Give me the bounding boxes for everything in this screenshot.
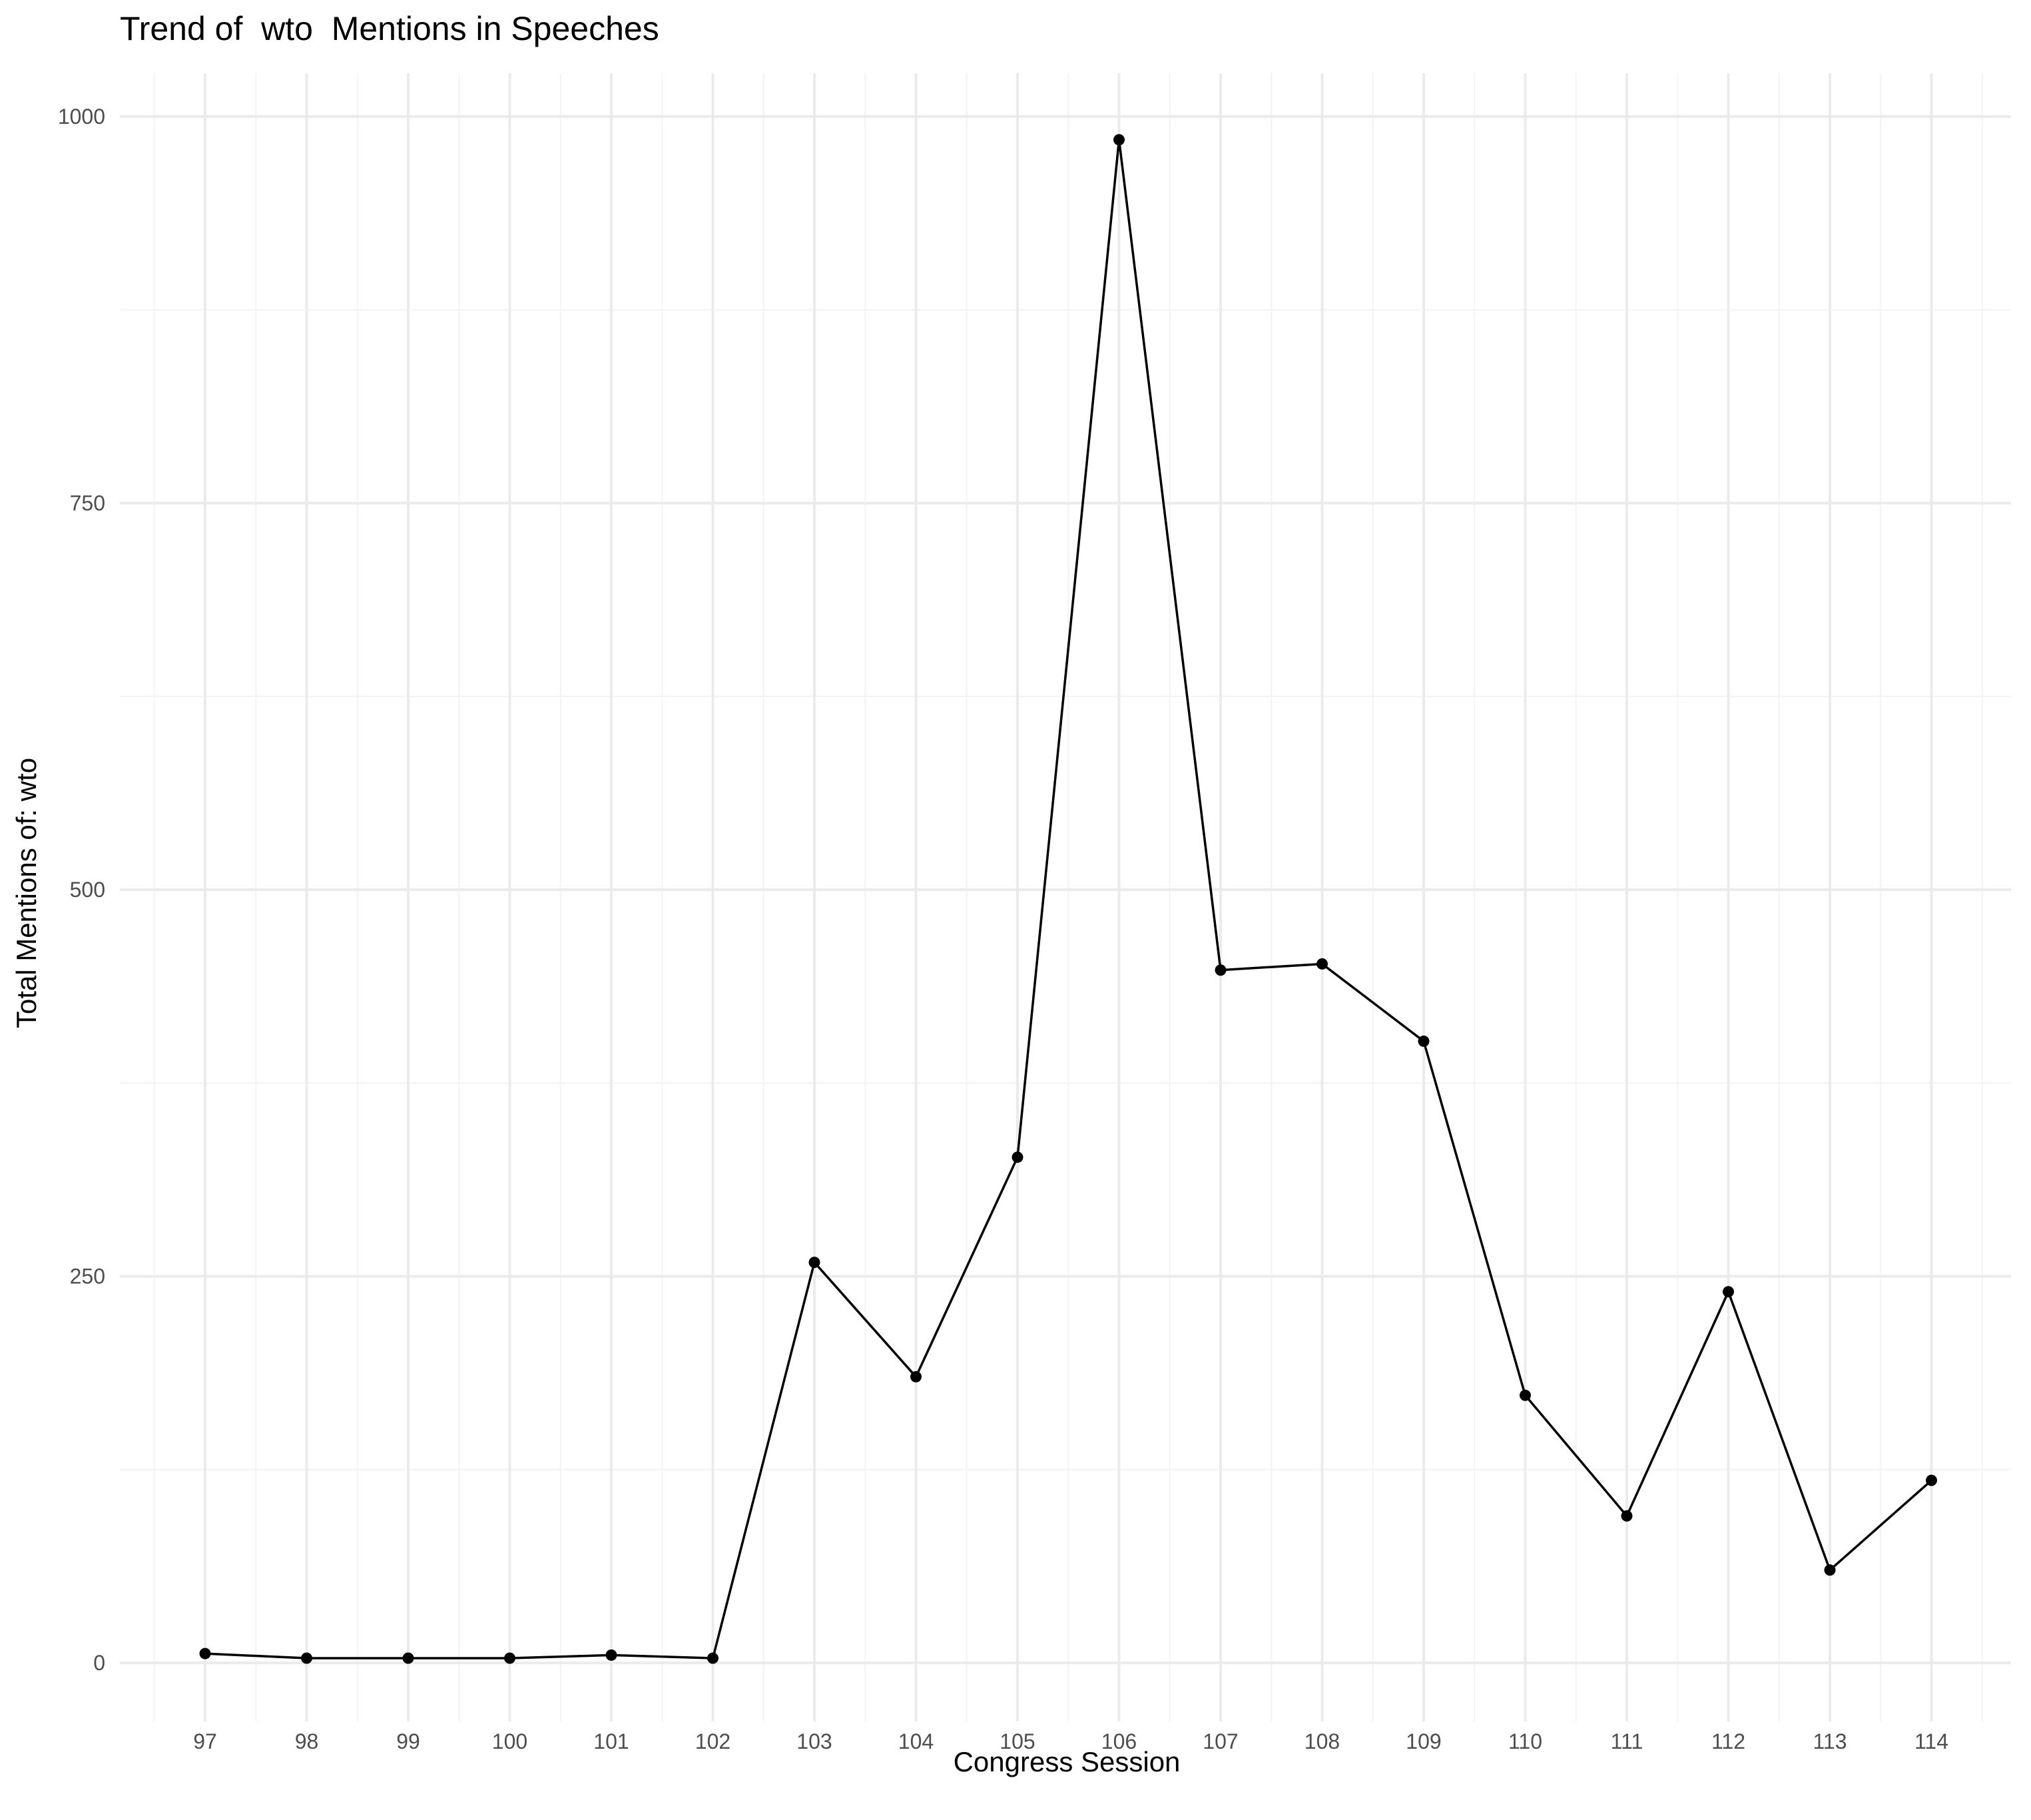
data-point (1621, 1510, 1633, 1522)
data-point (910, 1370, 922, 1382)
x-tick-label: 98 (295, 1729, 319, 1753)
data-point (1316, 958, 1328, 970)
x-axis-title: Congress Session (954, 1746, 1181, 1777)
x-tick-label: 108 (1305, 1729, 1340, 1753)
data-point (199, 1648, 211, 1660)
series-line (204, 139, 1932, 1660)
y-axis-title: Total Mentions of: wto (11, 758, 42, 1028)
x-tick-label: 99 (396, 1729, 420, 1753)
data-point (1926, 1474, 1937, 1486)
data-point (402, 1652, 414, 1664)
y-tick-label: 0 (93, 1651, 105, 1675)
y-tick-label: 250 (70, 1265, 105, 1289)
x-axis-ticks: 97 98 99 100 101 102 103 104 105 106 107 108 109 110 1… (193, 1729, 1948, 1753)
x-tick-label: 110 (1508, 1729, 1542, 1753)
y-axis-ticks: 0 250 500 750 1000 (58, 105, 105, 1675)
x-tick-label: 104 (898, 1729, 934, 1753)
x-tick-label: 107 (1203, 1729, 1238, 1753)
y-tick-label: 500 (70, 878, 105, 902)
data-point (1824, 1564, 1836, 1576)
data-point (1215, 964, 1227, 976)
x-tick-label: 103 (796, 1729, 832, 1753)
x-tick-label: 112 (1711, 1729, 1745, 1753)
x-tick-label: 102 (695, 1729, 730, 1753)
series-layer (199, 134, 1937, 1664)
data-point (504, 1652, 515, 1664)
y-tick-label: 1000 (58, 105, 105, 129)
x-tick-label: 109 (1406, 1729, 1441, 1753)
x-tick-label: 100 (492, 1729, 527, 1753)
data-point (707, 1652, 719, 1664)
data-point (808, 1257, 820, 1269)
x-tick-label: 101 (593, 1729, 629, 1753)
x-tick-label: 113 (1813, 1729, 1847, 1753)
grid (120, 73, 2011, 1721)
data-point (1418, 1036, 1430, 1048)
data-point (301, 1652, 312, 1664)
data-point (1723, 1286, 1734, 1298)
data-point (605, 1649, 617, 1661)
y-tick-label: 750 (70, 491, 105, 515)
x-tick-label: 97 (193, 1729, 217, 1753)
chart-title: Trend of wto Mentions in Speeches (120, 10, 659, 47)
x-tick-label: 105 (1000, 1729, 1035, 1753)
x-tick-label: 111 (1611, 1729, 1643, 1753)
x-tick-label: 114 (1914, 1729, 1948, 1753)
data-point (1113, 134, 1125, 146)
data-point (1520, 1389, 1531, 1401)
x-tick-label: 106 (1101, 1729, 1137, 1753)
data-point (1012, 1151, 1023, 1163)
